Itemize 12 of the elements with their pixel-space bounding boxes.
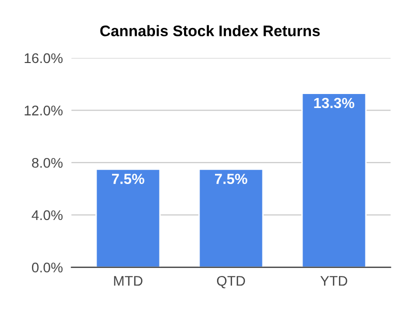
y-tick-label: 12.0% <box>24 106 63 116</box>
y-tick-label: 0.0% <box>32 262 63 272</box>
y-tick-label: 16.0% <box>24 53 63 64</box>
y-tick-label: 8.0% <box>32 158 63 168</box>
y-tick-label: 4.0% <box>32 210 63 220</box>
data-label: 7.5% <box>112 174 144 184</box>
x-tick-label: MTD <box>114 276 142 286</box>
chart-title: Cannabis Stock Index Returns <box>100 25 320 36</box>
x-tick-label: QTD <box>217 276 245 288</box>
data-label: 7.5% <box>215 174 248 184</box>
data-label: 13.3% <box>314 98 354 108</box>
x-tick-label: YTD <box>320 276 348 286</box>
